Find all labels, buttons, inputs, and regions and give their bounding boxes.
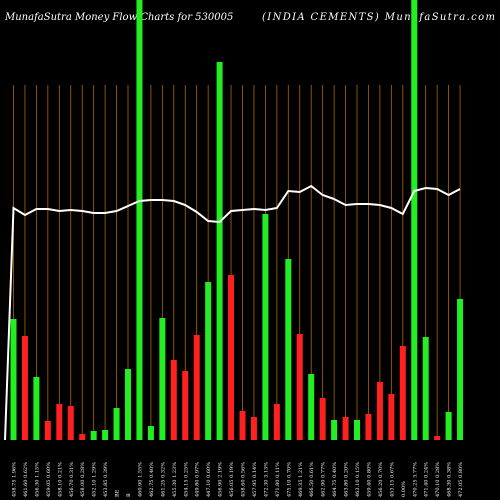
bar: [457, 299, 464, 440]
x-tick-label: B: [126, 493, 132, 497]
bar: [205, 282, 212, 440]
bar: [365, 414, 372, 440]
x-tick-label: 454.15 0.25%: [183, 462, 189, 497]
bar: [250, 417, 257, 440]
x-tick-label: 468.30 0.38%: [447, 462, 453, 497]
x-tick-label: 452.10 1.29%: [92, 462, 98, 497]
bar: [44, 421, 51, 440]
bar: [399, 346, 406, 440]
bar: [308, 374, 315, 440]
x-tick-label: 456.20 0.70%: [378, 462, 384, 497]
bar: [434, 436, 441, 440]
x-tick-label: 463.80 0.20%: [344, 462, 350, 497]
x-tick-label: 464.75 0.40%: [332, 462, 338, 497]
bar: [90, 431, 97, 440]
x-tick-label: 470.25 3.77%: [412, 462, 418, 497]
bar: [10, 319, 17, 440]
bar: [411, 0, 418, 440]
bar: [170, 360, 177, 440]
x-tick-label: 458.00 0.28%: [80, 462, 86, 497]
bar: [376, 382, 383, 440]
x-tick-label: 453.85 0.39%: [103, 462, 109, 497]
x-tick-label: 459.40 0.80%: [366, 462, 372, 497]
x-tick-label: 472.05 0.80%: [458, 462, 464, 497]
x-tick-label: 471.40 0.24%: [424, 462, 430, 497]
bar: [354, 420, 360, 440]
bar: [182, 371, 189, 440]
x-tick-label: 463.10 0.15%: [355, 462, 361, 497]
x-tick-label: BE: [115, 489, 121, 497]
bar: [125, 369, 131, 440]
x-tick-label: 459.05 0.60%: [46, 462, 52, 497]
chart-title: MunafaSutra Money Flow Charts for 530005: [4, 12, 233, 23]
x-tick-label: 470.10 0.28%: [435, 462, 441, 497]
x-tick-label: 461.25 0.32%: [160, 462, 166, 497]
bar: [56, 404, 63, 440]
bar: [159, 318, 166, 440]
chart-subtitle: (INDIA CEMENTS) MunafaSutra.com: [262, 12, 495, 23]
x-tick-label: 458.10 0.21%: [57, 462, 63, 497]
bar: [331, 420, 338, 440]
bar: [239, 411, 246, 440]
bar: [342, 417, 349, 440]
x-tick-label: 447.10 0.60%: [206, 462, 212, 497]
x-tick-label: 456.05 0.19%: [229, 462, 235, 497]
x-tick-label: 458.75 1.96%: [12, 462, 18, 497]
bar: [33, 377, 40, 440]
x-tick-label: 457.95 0.14%: [252, 462, 258, 497]
bar: [67, 406, 74, 440]
bar: [422, 337, 429, 440]
bar: [445, 412, 452, 440]
x-tick-label: 461.60 0.62%: [23, 462, 29, 497]
bar: [228, 275, 235, 440]
bar: [136, 0, 143, 440]
x-tick-label: 471.80 0.11%: [275, 462, 281, 497]
bar: [79, 434, 86, 440]
x-tick-label: 458.60 0.56%: [241, 462, 247, 497]
x-tick-label: 456.70 0.31%: [69, 462, 75, 497]
x-tick-label: 462.90 0.77%: [321, 462, 327, 497]
bar: [193, 335, 200, 440]
x-tick-label: 466.50 0.61%: [309, 462, 315, 497]
bar: [262, 214, 269, 440]
bar: [285, 259, 292, 440]
bar: [388, 394, 395, 440]
x-tick-label: 456.30 1.15%: [34, 462, 40, 497]
x-tick-label: 453.15 0.67%: [389, 462, 395, 497]
x-tick-label: 460.90 1.55%: [137, 462, 143, 497]
x-tick-label: 462.75 0.40%: [149, 462, 155, 497]
price-line: [4, 184, 461, 441]
x-tick-label: 449.80 0.97%: [195, 462, 201, 497]
bar: [102, 430, 109, 440]
bar: [113, 408, 120, 440]
x-tick-label: 475.10 0.70%: [286, 462, 292, 497]
bar: [147, 426, 154, 440]
x-tick-label: 455.30 1.23%: [172, 462, 178, 497]
bar: [216, 62, 223, 440]
x-tick-label: 472.30 3.13%: [263, 462, 269, 497]
bar: [273, 404, 280, 440]
x-tick-label: 0.00%: [401, 481, 407, 497]
bar: [296, 334, 303, 440]
bar: [21, 336, 28, 440]
x-tick-label: 469.35 1.21%: [298, 462, 304, 497]
x-tick-label: 456.90 2.19%: [218, 462, 224, 497]
bar: [319, 398, 326, 440]
